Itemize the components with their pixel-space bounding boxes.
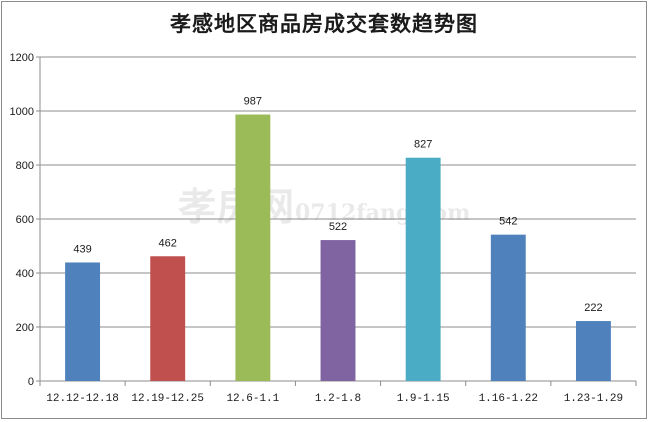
data-label: 462 (159, 237, 177, 249)
y-tick-label: 800 (16, 160, 34, 172)
chart-title: 孝感地区商品房成交套数趋势图 (170, 12, 478, 36)
data-label: 439 (73, 243, 91, 255)
bar (150, 256, 186, 381)
y-tick-label: 200 (16, 322, 34, 334)
x-tick-label: 1.9-1.15 (397, 393, 450, 405)
y-tick-label: 600 (16, 214, 34, 226)
x-tick-label: 1.23-1.29 (564, 393, 623, 405)
y-tick-label: 1000 (10, 106, 34, 118)
x-tick-label: 1.16-1.22 (479, 393, 538, 405)
bar (405, 157, 441, 381)
data-label: 522 (329, 221, 347, 233)
data-label: 542 (499, 216, 517, 228)
x-tick-label: 1.2-1.8 (315, 393, 361, 405)
bar (490, 234, 526, 381)
bar (235, 114, 271, 381)
data-label: 987 (244, 96, 262, 108)
x-tick-label: 12.12-12.18 (46, 393, 119, 405)
y-tick-label: 400 (16, 268, 34, 280)
data-label: 222 (584, 302, 602, 314)
y-tick-label: 0 (28, 376, 34, 388)
bar (320, 240, 356, 381)
data-label: 827 (414, 139, 432, 151)
x-tick-label: 12.6-1.1 (226, 393, 279, 405)
x-tick-label: 12.19-12.25 (131, 393, 204, 405)
bar (65, 262, 101, 381)
bar (575, 321, 611, 381)
y-tick-label: 1200 (10, 52, 34, 64)
